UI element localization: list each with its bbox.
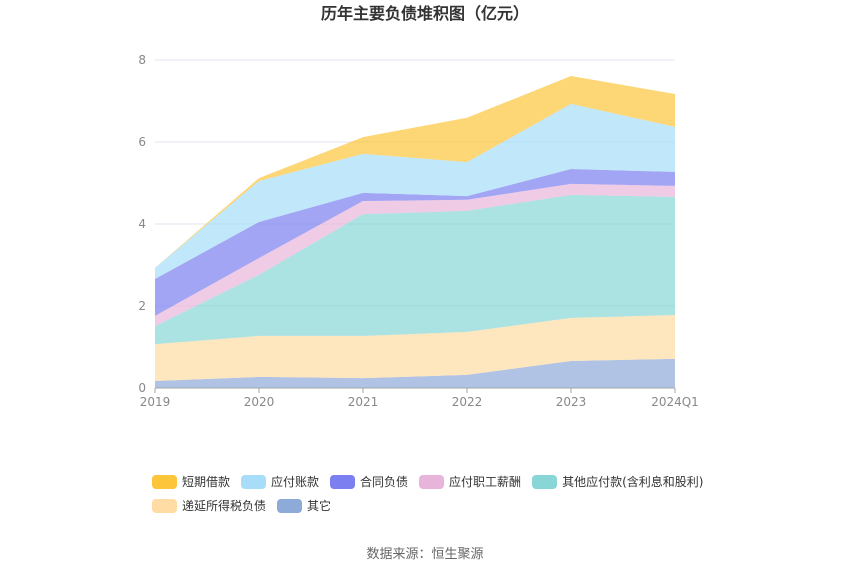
x-tick-label: 2021 [348, 395, 379, 409]
x-axis: 2019 2020 2021 2022 2023 2024Q1 [140, 387, 699, 409]
legend-swatch [419, 475, 445, 489]
legend-label: 递延所得税负债 [182, 499, 267, 513]
legend-label: 其他应付款(含利息和股利) [562, 475, 704, 489]
legend-label: 短期借款 [182, 475, 231, 489]
y-tick-label: 2 [138, 299, 146, 313]
chart-plot-area: 2019 2020 2021 2022 2023 2024Q1 0 2 4 6 8 [138, 53, 699, 409]
chart-title: 历年主要负债堆积图（亿元） [320, 4, 529, 23]
legend-item-contract-liabilities[interactable]: 合同负债 [330, 475, 408, 489]
legend-item-other-liabilities[interactable]: 其它 [277, 499, 331, 513]
area-other-liabilities [155, 358, 675, 388]
y-tick-label: 0 [138, 381, 146, 395]
legend-swatch [152, 475, 177, 489]
area-accounts-payable [155, 103, 675, 279]
area-short-term-borrowings [155, 75, 675, 268]
legend-item-other-payables[interactable]: 其他应付款(含利息和股利) [532, 475, 703, 489]
legend-label: 应付账款 [271, 475, 320, 489]
legend-swatch [532, 475, 558, 489]
legend-row: 短期借款 应付账款 合同负债 应付职工薪酬 其他应付款(含利息和股利) [152, 475, 714, 489]
y-axis: 0 2 4 6 8 [138, 53, 146, 395]
x-tick-label: 2023 [556, 395, 587, 409]
legend-swatch [330, 475, 356, 489]
legend-row: 递延所得税负债 其它 [152, 499, 714, 513]
legend-swatch [152, 499, 177, 513]
legend-label: 其它 [307, 499, 332, 513]
legend-swatch [277, 499, 303, 513]
legend-item-accounts-payable[interactable]: 应付账款 [241, 475, 319, 489]
area-contract-liabilities [155, 169, 675, 316]
legend-swatch [241, 475, 267, 489]
area-other-payables [155, 194, 675, 345]
x-tick-label: 2020 [244, 395, 275, 409]
legend-label: 合同负债 [360, 475, 409, 489]
area-deferred-tax-liabilities [155, 315, 675, 382]
legend-label: 应付职工薪酬 [449, 475, 522, 489]
y-tick-label: 6 [138, 135, 146, 149]
x-tick-label: 2022 [452, 395, 483, 409]
legend-item-short-term-borrowings[interactable]: 短期借款 [152, 475, 230, 489]
y-tick-label: 8 [138, 53, 146, 67]
area-payroll-payable [155, 183, 675, 327]
data-source-note: 数据来源：恒生聚源 [366, 547, 484, 562]
x-tick-label: 2019 [140, 395, 171, 409]
x-tick-label: 2024Q1 [651, 395, 699, 409]
stacked-areas [155, 75, 675, 388]
legend-item-payroll-payable[interactable]: 应付职工薪酬 [419, 475, 521, 489]
legend-item-deferred-tax-liabilities[interactable]: 递延所得税负债 [152, 499, 266, 513]
chart-legend: 短期借款 应付账款 合同负债 应付职工薪酬 其他应付款(含利息和股利) 递延所得税负债 其它 [152, 475, 714, 523]
y-tick-label: 4 [138, 217, 146, 231]
